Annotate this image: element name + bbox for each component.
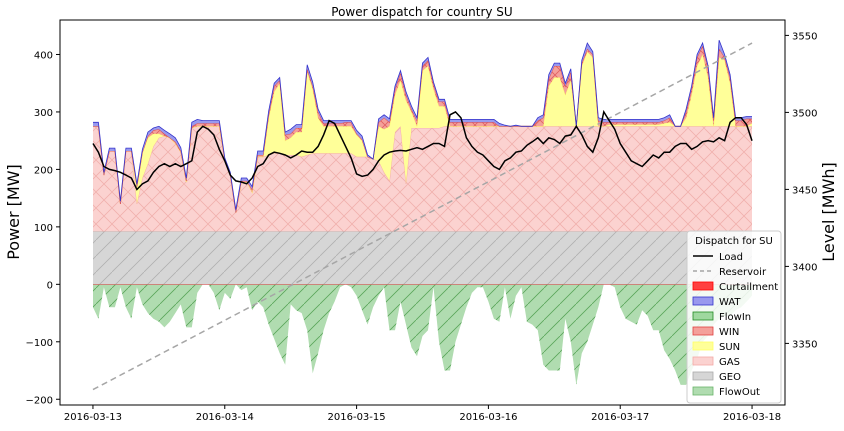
- y-tick-label: −100: [26, 338, 53, 349]
- legend-swatch-wat: [692, 296, 714, 306]
- x-tick-label: 2016-03-13: [64, 412, 122, 423]
- legend-swatch-flowout: [692, 386, 714, 396]
- x-tick-label: 2016-03-15: [328, 412, 386, 423]
- y2-tick-label: 3550: [792, 31, 817, 42]
- legend-label-curtailment: Curtailment: [719, 282, 778, 293]
- legend-swatch-curtailment: [692, 281, 714, 291]
- y-tick-label: 100: [34, 223, 53, 234]
- x-tick-label: 2016-03-18: [723, 412, 781, 423]
- y-tick-label: 0: [47, 280, 53, 291]
- y-tick-label: 400: [34, 50, 53, 61]
- x-tick-label: 2016-03-17: [591, 412, 649, 423]
- y2-tick-label: 3500: [792, 108, 817, 119]
- series-flowout-hatch: [93, 284, 752, 385]
- legend-title: Dispatch for SU: [695, 236, 773, 247]
- y2-tick-label: 3350: [792, 339, 817, 350]
- legend-label-geo: GEO: [719, 372, 741, 383]
- legend-swatch-gas: [692, 356, 714, 366]
- legend-label-wat: WAT: [719, 297, 741, 308]
- y2-axis-label: Level [MWh]: [819, 162, 838, 262]
- series-sun: [93, 51, 752, 213]
- x-tick-label: 2016-03-14: [196, 412, 254, 423]
- series-gas-hatch: [93, 126, 752, 232]
- legend-label-reservoir: Reservoir: [719, 267, 767, 278]
- y-tick-label: −200: [26, 395, 53, 406]
- y2-tick-label: 3450: [792, 185, 817, 196]
- series-load: [92, 109, 753, 191]
- y-axis-label: Power [MW]: [4, 164, 23, 260]
- legend-label-flowin: FlowIn: [719, 312, 751, 323]
- plot-frame: [59, 19, 786, 406]
- legend-swatch-win: [692, 326, 714, 336]
- y-tick-label: 200: [34, 165, 53, 176]
- series-reservoir: [92, 42, 753, 391]
- legend-label-flowout: FlowOut: [719, 387, 760, 398]
- legend-label-gas: GAS: [719, 357, 740, 368]
- legend-label-sun: SUN: [719, 342, 740, 353]
- legend-swatch-flowin: [692, 311, 714, 321]
- legend-label-win: WIN: [719, 327, 739, 338]
- series-geo-hatch: [93, 231, 752, 285]
- y2-tick-label: 3400: [792, 262, 817, 273]
- y-tick-label: 300: [34, 108, 53, 119]
- legend-label-load: Load: [719, 252, 743, 263]
- legend-swatch-geo: [692, 371, 714, 381]
- series-wat-edge: [93, 39, 752, 210]
- legend-swatch-sun: [692, 341, 714, 351]
- x-tick-label: 2016-03-16: [459, 412, 517, 423]
- chart-title: Power dispatch for country SU: [331, 5, 512, 19]
